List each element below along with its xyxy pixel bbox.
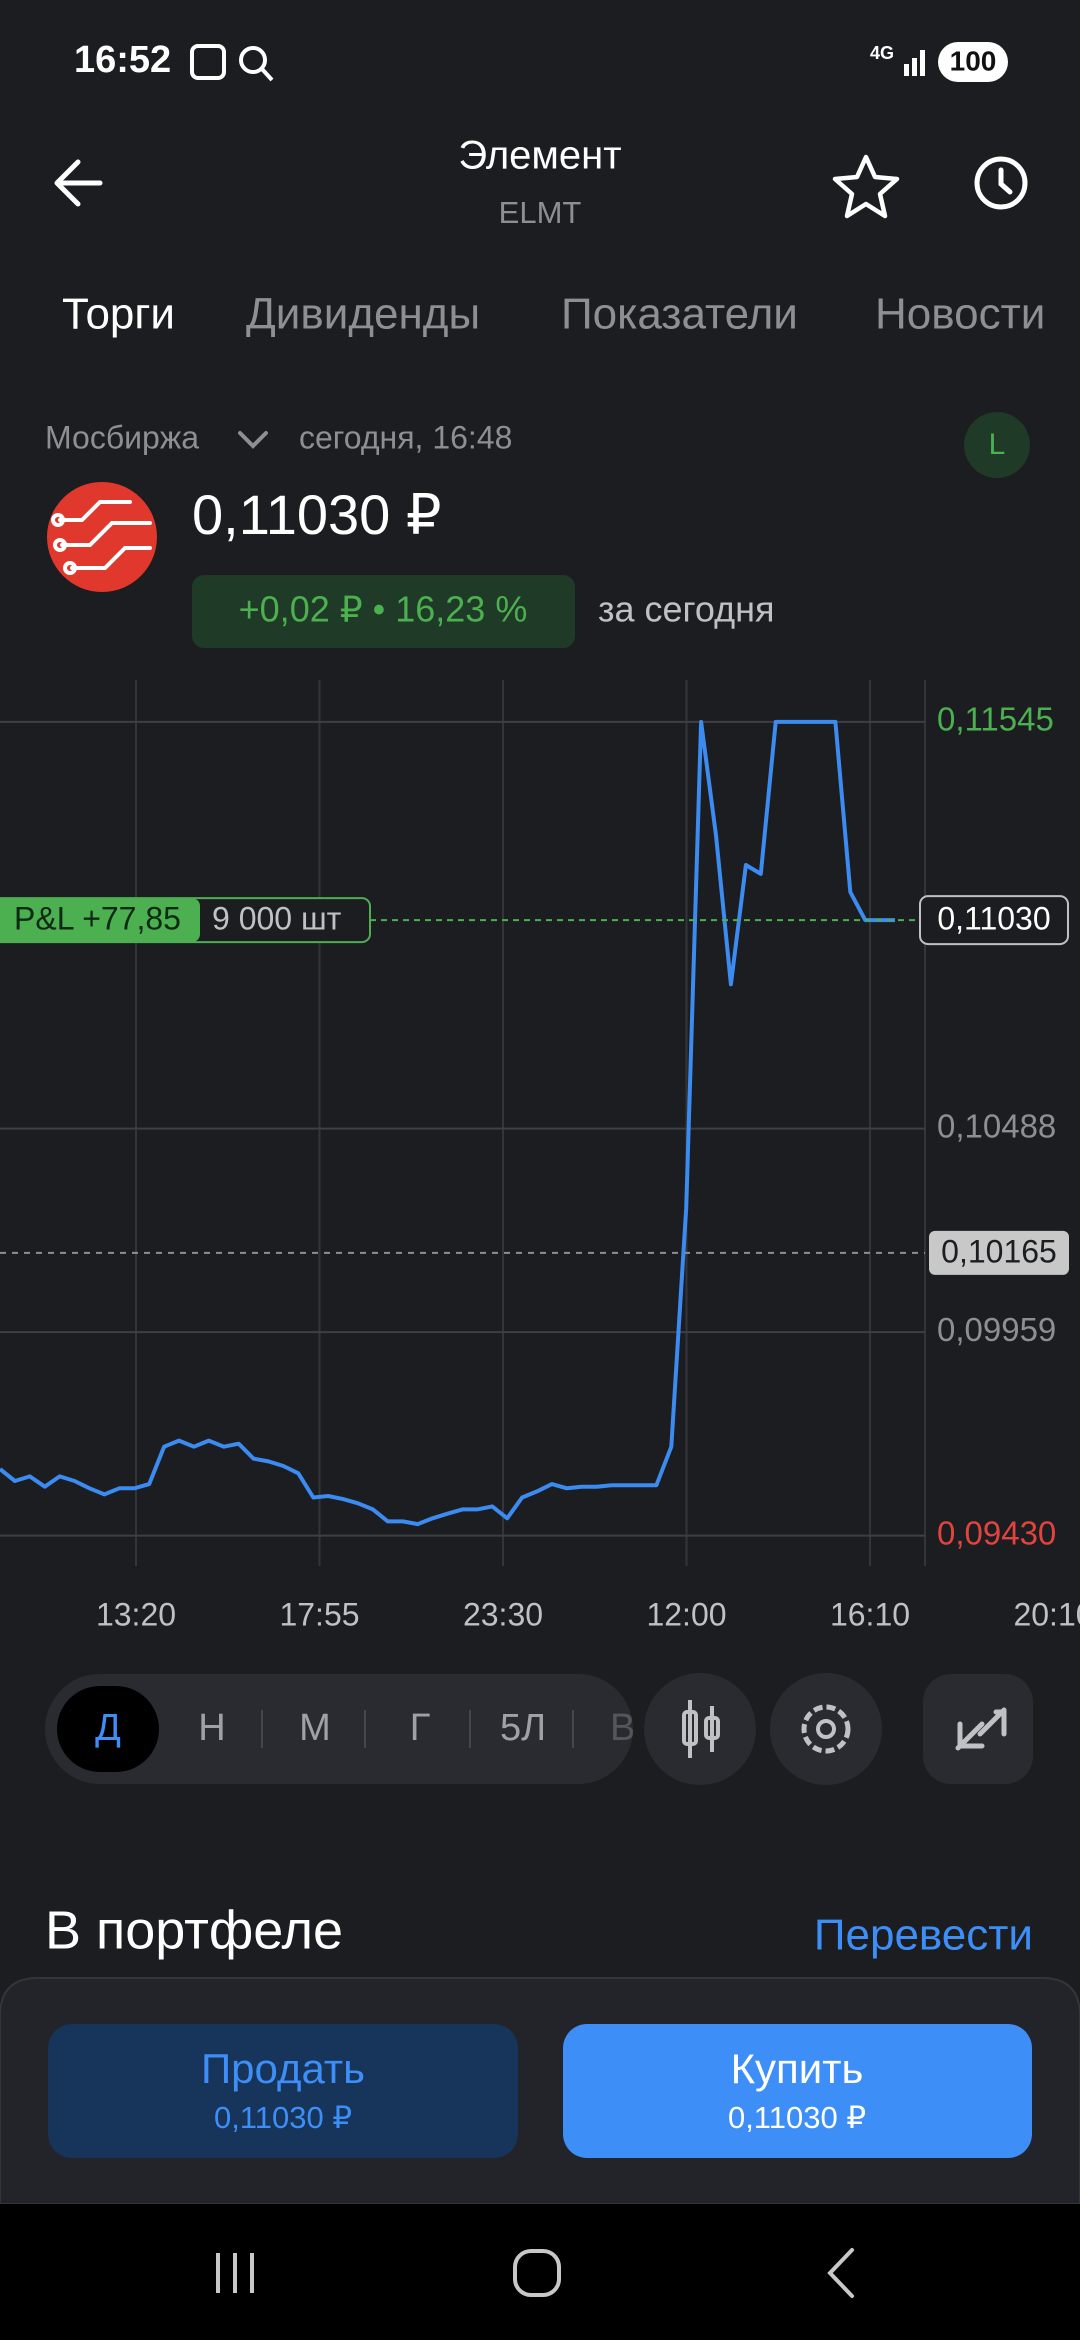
- nav-back[interactable]: [827, 2248, 854, 2298]
- y-tick-label: 0,11545: [937, 701, 1054, 738]
- status-icons: [190, 44, 274, 82]
- pnl-label: P&L +77,85: [14, 901, 181, 937]
- buy-price: 0,11030 ₽: [728, 2100, 866, 2135]
- nav-bar: [0, 2204, 1080, 2340]
- price-line: [0, 719, 895, 1527]
- battery: [938, 42, 1008, 82]
- status-time: 16:52: [74, 39, 171, 81]
- y-tick-label: 0,10488: [937, 1107, 1056, 1144]
- period-active[interactable]: Д: [95, 1707, 121, 1749]
- period-list: Д Н М Г 5Л Все: [95, 1707, 675, 1749]
- timestamp: сегодня, 16:48: [299, 419, 512, 455]
- y-tick-label: 0,09959: [937, 1311, 1056, 1348]
- period-option[interactable]: 5Л: [500, 1707, 546, 1749]
- x-tick-label: 23:30: [463, 1596, 543, 1632]
- quantity-label: 9 000 шт: [212, 901, 342, 937]
- exchange-chevron[interactable]: [238, 431, 268, 449]
- fullscreen-button[interactable]: [923, 1674, 1033, 1784]
- x-tick-label: 16:10: [830, 1596, 910, 1632]
- history-button[interactable]: [974, 156, 1028, 210]
- period-option[interactable]: Г: [410, 1707, 431, 1749]
- change-pill: [192, 575, 575, 648]
- x-tick-label: 20:10: [1013, 1596, 1080, 1632]
- period-option[interactable]: Все: [610, 1707, 675, 1749]
- price: 0,11030 ₽: [192, 483, 441, 546]
- change-period: за сегодня: [598, 589, 775, 630]
- ticker: ELMT: [499, 195, 582, 230]
- sell-button[interactable]: Продать 0,11030 ₽: [48, 2024, 518, 2158]
- title: Элемент: [458, 134, 621, 178]
- pnl-tag: [0, 898, 200, 943]
- nav-icons: [216, 2248, 854, 2298]
- current-price-label: 0,11030: [937, 901, 1050, 937]
- price-change: +0,02 ₽ • 16,23 %: [239, 589, 528, 630]
- y-tick-label: 0,09430: [937, 1514, 1056, 1551]
- buy-button[interactable]: Купить 0,11030 ₽: [563, 2024, 1032, 2158]
- x-tick-label: 13:20: [96, 1596, 176, 1632]
- sell-label: Продать: [201, 2045, 365, 2092]
- tab[interactable]: Показатели: [561, 290, 798, 339]
- exchange[interactable]: Мосбиржа: [45, 419, 199, 455]
- period-selected-bg: [57, 1686, 159, 1772]
- signal-icon: [904, 50, 925, 76]
- x-tick-label: 12:00: [646, 1596, 726, 1632]
- nav-recents[interactable]: [216, 2253, 254, 2293]
- reference-label: 0,10165: [941, 1233, 1057, 1269]
- company-logo: [47, 482, 157, 592]
- battery-level: 100: [950, 45, 997, 76]
- back-button[interactable]: [54, 159, 103, 207]
- settings-button[interactable]: [770, 1673, 882, 1785]
- tab[interactable]: Новости: [875, 290, 1045, 339]
- chart-type-button[interactable]: [644, 1673, 756, 1785]
- sell-price: 0,11030 ₽: [214, 2100, 352, 2135]
- tab[interactable]: Дивиденды: [246, 290, 480, 339]
- status-network: 4G: [870, 43, 894, 63]
- portfolio-title: В портфеле: [45, 1900, 343, 1960]
- nav-home[interactable]: [513, 2249, 561, 2297]
- period-option[interactable]: Н: [198, 1707, 225, 1749]
- chart: 13:20 17:55 23:30 12:00 16:10 20:10 0,11545 0,1…: [0, 680, 1080, 1632]
- x-tick-label: 17:55: [279, 1596, 359, 1632]
- favorite-button[interactable]: [832, 154, 900, 219]
- transfer-link[interactable]: Перевести: [814, 1911, 1033, 1960]
- tab-active[interactable]: Торги: [62, 290, 175, 339]
- reference-tag: [929, 1230, 1069, 1275]
- badge-bg: [964, 412, 1030, 478]
- buy-label: Купить: [731, 2045, 864, 2092]
- period-selector: [45, 1674, 633, 1784]
- period-option[interactable]: М: [299, 1707, 331, 1749]
- badge: L: [989, 428, 1006, 461]
- current-price-tag: [919, 895, 1069, 946]
